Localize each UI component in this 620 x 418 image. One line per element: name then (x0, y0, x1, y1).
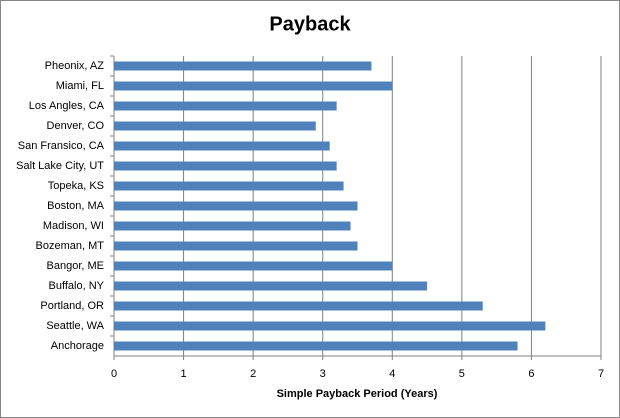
x-axis-title: Simple Payback Period (Years) (277, 388, 438, 400)
bar (114, 321, 546, 331)
y-tick-label: Boston, MA (47, 200, 105, 212)
y-tick-label: Pheonix, AZ (45, 60, 105, 72)
bar (114, 301, 483, 311)
bar (114, 341, 518, 351)
x-tick-label: 1 (181, 368, 187, 380)
bar (114, 261, 393, 271)
y-tick-label: Buffalo, NY (49, 280, 105, 292)
y-tick-label: Denver, CO (47, 120, 105, 132)
y-tick-label: Los Angles, CA (29, 100, 105, 112)
y-tick-label: San Fransico, CA (18, 140, 105, 152)
y-tick-label: Salt Lake City, UT (16, 160, 104, 172)
x-tick-label: 2 (250, 368, 256, 380)
bar (114, 61, 372, 71)
y-tick-label: Seattle, WA (46, 320, 104, 332)
bar (114, 161, 337, 171)
chart-title: Payback (269, 13, 351, 35)
bar (114, 221, 351, 231)
y-tick-label: Anchorage (51, 340, 104, 352)
y-tick-label: Portland, OR (40, 300, 104, 312)
x-tick-label: 4 (389, 368, 395, 380)
bar (114, 241, 358, 251)
y-tick-label: Bangor, ME (47, 260, 104, 272)
x-tick-label: 6 (528, 368, 534, 380)
bar (114, 121, 316, 131)
y-tick-label: Topeka, KS (48, 180, 104, 192)
x-tick-label: 0 (111, 368, 117, 380)
y-tick-label: Bozeman, MT (36, 240, 105, 252)
bar (114, 281, 428, 291)
bar (114, 141, 330, 151)
y-tick-label: Miami, FL (56, 80, 104, 92)
x-tick-label: 7 (598, 368, 604, 380)
bar (114, 81, 393, 91)
x-tick-label: 3 (320, 368, 326, 380)
y-tick-label: Madison, WI (43, 220, 104, 232)
bar (114, 201, 358, 211)
x-tick-label: 5 (459, 368, 465, 380)
bar (114, 181, 344, 191)
bar (114, 101, 337, 111)
